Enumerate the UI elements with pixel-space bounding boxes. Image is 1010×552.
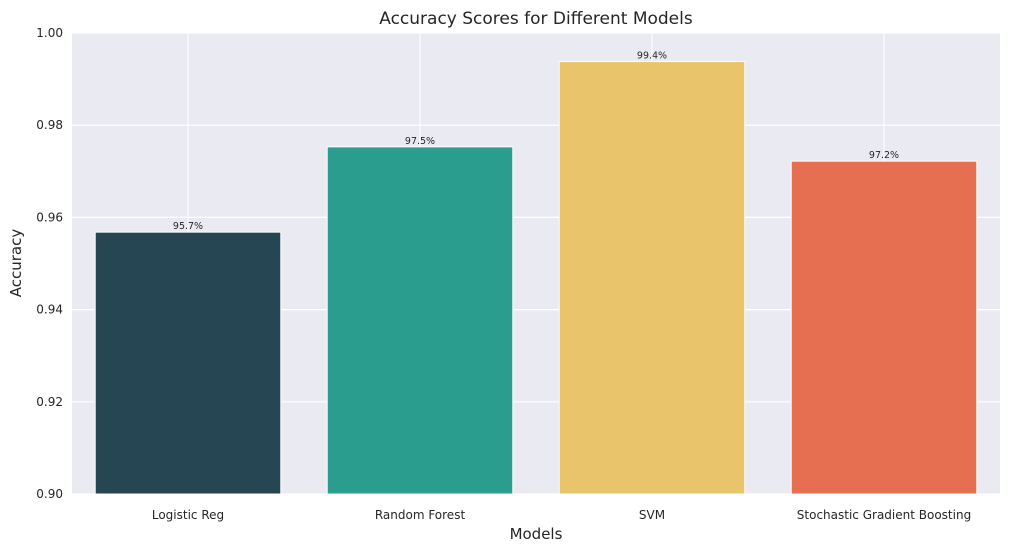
- y-tick-label: 0.92: [36, 395, 63, 409]
- y-tick-label: 0.90: [36, 487, 63, 501]
- chart-title: Accuracy Scores for Different Models: [379, 9, 693, 29]
- y-tick-label: 0.94: [36, 303, 63, 317]
- x-axis-ticks: Logistic Reg Random Forest SVM Stochastic G…: [152, 508, 971, 522]
- y-axis-ticks: 0.90 0.92 0.94 0.96 0.98 1.00: [36, 26, 63, 501]
- y-tick-label: 1.00: [36, 26, 63, 40]
- x-tick-label: Random Forest: [375, 508, 466, 522]
- bar: [94, 231, 282, 495]
- bar: [558, 61, 746, 495]
- x-tick-label: SVM: [639, 508, 665, 522]
- bar-value-label: 99.4%: [637, 51, 667, 62]
- bar-value-label: 97.2%: [869, 150, 899, 161]
- bar-value-label: 97.5%: [405, 136, 435, 147]
- bar-value-label: 95.7%: [173, 221, 203, 232]
- x-axis-title: Models: [510, 525, 563, 543]
- y-axis-title: Accuracy: [7, 229, 25, 298]
- x-tick-label: Logistic Reg: [152, 508, 224, 522]
- bars: [94, 61, 978, 495]
- y-tick-label: 0.96: [36, 210, 63, 224]
- x-tick-label: Stochastic Gradient Boosting: [797, 508, 971, 522]
- data-labels: 95.7% 97.5% 99.4% 97.2%: [173, 51, 899, 233]
- bar: [326, 146, 514, 495]
- bar: [790, 160, 978, 495]
- y-tick-label: 0.98: [36, 118, 63, 132]
